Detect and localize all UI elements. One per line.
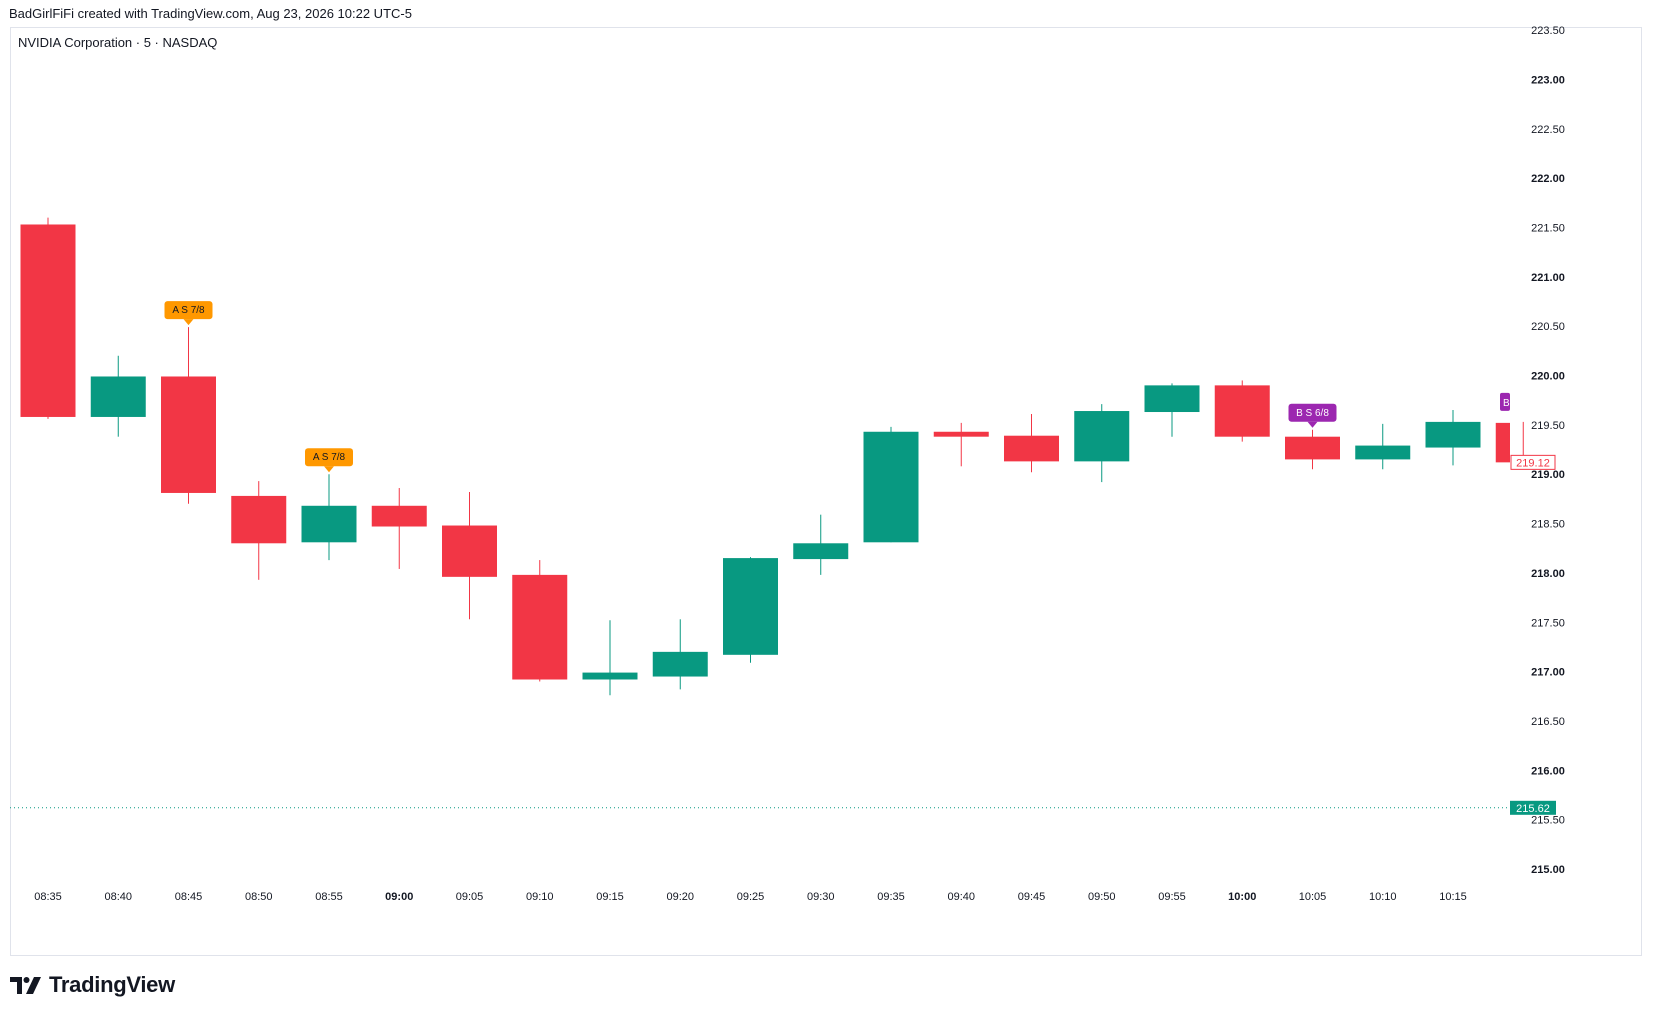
y-tick-label: 216.50 [1531,716,1565,728]
signal-marker-pointer [324,466,334,473]
x-tick-label: 09:05 [456,891,484,903]
signal-marker-label: A S 7/8 [172,305,205,316]
y-tick-label: 221.00 [1531,272,1565,284]
y-tick-label: 219.50 [1531,420,1565,432]
x-tick-label: 09:15 [596,891,624,903]
candle-body [442,525,497,577]
x-tick-label: 10:10 [1369,891,1397,903]
candle-body [90,376,146,417]
candle-body [1355,445,1411,460]
x-tick-label: 10:05 [1299,891,1327,903]
y-tick-label: 220.00 [1531,371,1565,383]
y-tick-label: 215.00 [1531,864,1565,876]
y-tick-label: 221.50 [1531,222,1565,234]
attribution-text: BadGirlFiFi created with TradingView.com… [9,6,412,21]
x-tick-label: 08:50 [245,891,273,903]
chart-frame [10,27,1642,956]
candle-body [723,558,778,655]
candle-body [1144,385,1200,413]
signal-marker-pointer [183,319,194,326]
candle-body [1074,411,1130,462]
candle-body [652,651,708,677]
y-tick-label: 218.50 [1531,519,1565,531]
y-tick-label: 222.00 [1531,173,1565,185]
signal-marker-label: B [1503,398,1510,409]
candle-body [582,672,638,680]
x-tick-label: 09:00 [385,891,413,903]
x-tick-label: 09:55 [1158,891,1186,903]
y-tick-label: 220.50 [1531,321,1565,333]
y-tick-label: 215.50 [1531,815,1565,827]
signal-marker-label: A S 7/8 [313,452,346,463]
candle-body [1285,436,1340,460]
reference-price-tag [1510,800,1556,815]
y-tick-label: 217.00 [1531,667,1565,679]
reference-price-label: 215.62 [1516,803,1550,815]
signal-marker-label: B S 6/8 [1296,408,1329,419]
x-tick-label: 10:15 [1439,891,1467,903]
signal-marker [1288,403,1337,422]
y-tick-label: 223.50 [1531,25,1565,37]
candle-body [933,431,989,437]
candle-body [863,431,919,543]
last-price-label: 219.12 [1516,457,1550,469]
candle-body [1425,421,1481,448]
candle-body [301,505,357,543]
x-tick-label: 09:40 [947,891,975,903]
y-tick-label: 223.00 [1531,74,1565,86]
x-tick-label: 09:25 [737,891,765,903]
tradingview-brand: TradingView [49,972,175,997]
x-tick-label: 08:40 [104,891,132,903]
x-tick-label: 09:35 [877,891,905,903]
footer: TradingView [10,972,175,998]
y-tick-label: 219.00 [1531,469,1565,481]
candle-body [1004,435,1059,462]
symbol-title: NVIDIA Corporation · 5 · NASDAQ [18,35,218,50]
tradingview-logo-icon [10,976,41,994]
x-tick-label: 09:20 [666,891,694,903]
x-tick-label: 09:30 [807,891,835,903]
x-tick-label: 09:50 [1088,891,1116,903]
candle-body [793,543,849,560]
y-tick-label: 217.50 [1531,617,1565,629]
y-tick-label: 216.00 [1531,765,1565,777]
y-tick-label: 218.00 [1531,568,1565,580]
candle-body [371,505,427,527]
candle-body [1495,422,1510,463]
signal-marker [305,448,353,467]
y-tick-label: 222.50 [1531,124,1565,136]
candle-body [20,224,76,417]
signal-marker [164,301,213,320]
x-tick-label: 08:45 [175,891,203,903]
candle-body [512,574,568,680]
last-price-tag [1510,454,1556,470]
candle-body [1214,385,1270,437]
signal-marker-pointer [1307,421,1318,428]
candle-body [231,495,287,544]
x-tick-label: 10:00 [1228,891,1256,903]
candle-body [161,376,216,493]
x-tick-label: 09:10 [526,891,554,903]
x-tick-label: 09:45 [1018,891,1046,903]
signal-marker [1500,392,1510,411]
x-tick-label: 08:35 [34,891,62,903]
x-tick-label: 08:55 [315,891,343,903]
